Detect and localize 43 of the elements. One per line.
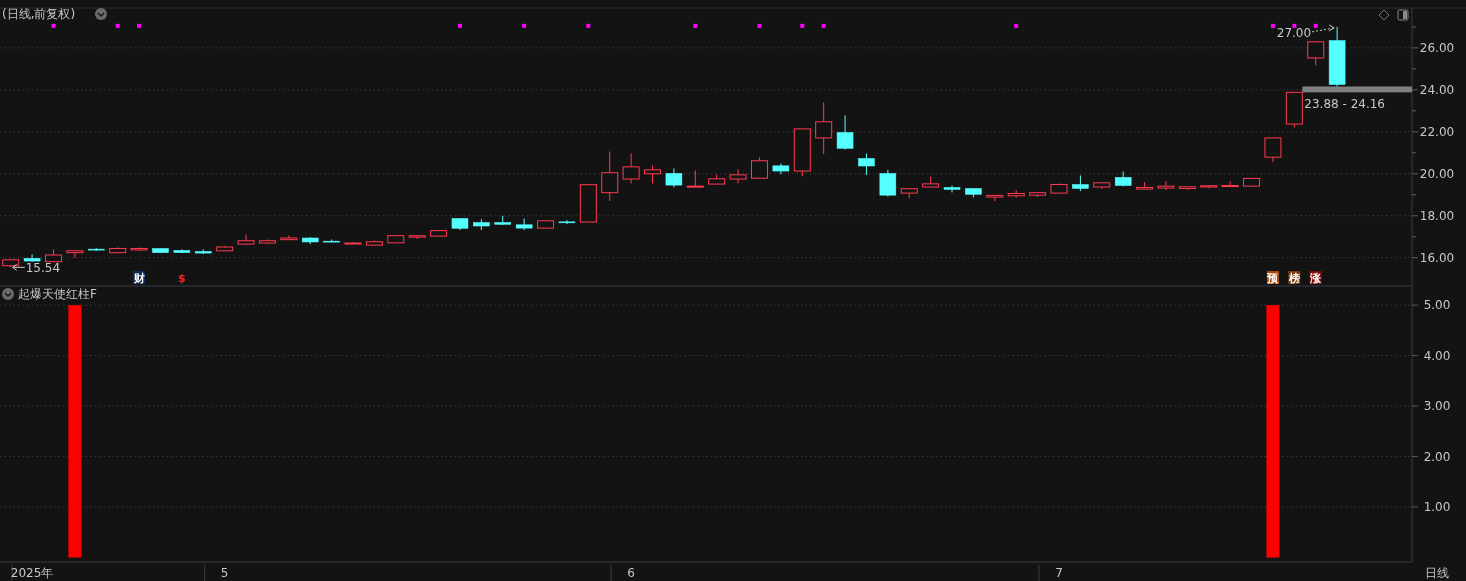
x-tick-label: 7 <box>1055 566 1063 580</box>
candlestick <box>601 151 619 202</box>
annotation: 财 <box>132 272 145 285</box>
y-tick-label: 5.00 <box>1423 298 1451 313</box>
chart-title: 起爆天使红柱F <box>18 287 97 301</box>
candlestick <box>66 250 84 259</box>
y-tick-label: 4.00 <box>1423 348 1451 363</box>
y-tick-label: 1.00 <box>1423 500 1451 515</box>
candlestick <box>879 169 897 197</box>
band-label: 23.88 - 24.16 <box>1304 97 1386 112</box>
chart-title: (日线,前复权) <box>2 7 76 21</box>
y-tick-label: 24.00 <box>1419 83 1455 98</box>
candlestick <box>237 233 255 246</box>
annotation: 预 <box>1266 272 1280 285</box>
annotation: 榜 <box>1287 272 1300 285</box>
y-tick-label: 2.00 <box>1423 449 1451 464</box>
candlestick <box>815 101 833 155</box>
candlestick <box>622 152 640 184</box>
candlestick <box>1264 137 1282 163</box>
candlestick <box>644 164 662 184</box>
y-tick-label: 26.00 <box>1419 41 1455 56</box>
y-tick-label: 20.00 <box>1419 166 1455 181</box>
candlestick <box>836 114 854 150</box>
candlestick <box>1157 180 1175 191</box>
annotation: 27.00 <box>1276 25 1312 40</box>
candlestick <box>686 169 704 188</box>
text: 日线 <box>1425 566 1449 580</box>
candlestick <box>1307 41 1325 66</box>
candlestick <box>23 253 41 263</box>
x-tick-label: 2025年 <box>10 566 54 580</box>
x-tick-label: 6 <box>627 566 635 580</box>
annotation: 涨 <box>1309 272 1323 285</box>
y-tick-label: 3.00 <box>1423 399 1451 414</box>
y-tick-label: 18.00 <box>1419 208 1455 223</box>
candlestick <box>729 168 747 184</box>
annotation: 15.54 <box>25 261 61 276</box>
y-tick-label: 16.00 <box>1419 250 1455 265</box>
y-tick-label: 22.00 <box>1419 125 1455 140</box>
x-tick-label: 5 <box>220 566 229 580</box>
annotation: $ <box>178 272 186 285</box>
candlestick <box>665 168 683 188</box>
candlestick <box>558 219 576 225</box>
candlestick <box>858 152 875 176</box>
